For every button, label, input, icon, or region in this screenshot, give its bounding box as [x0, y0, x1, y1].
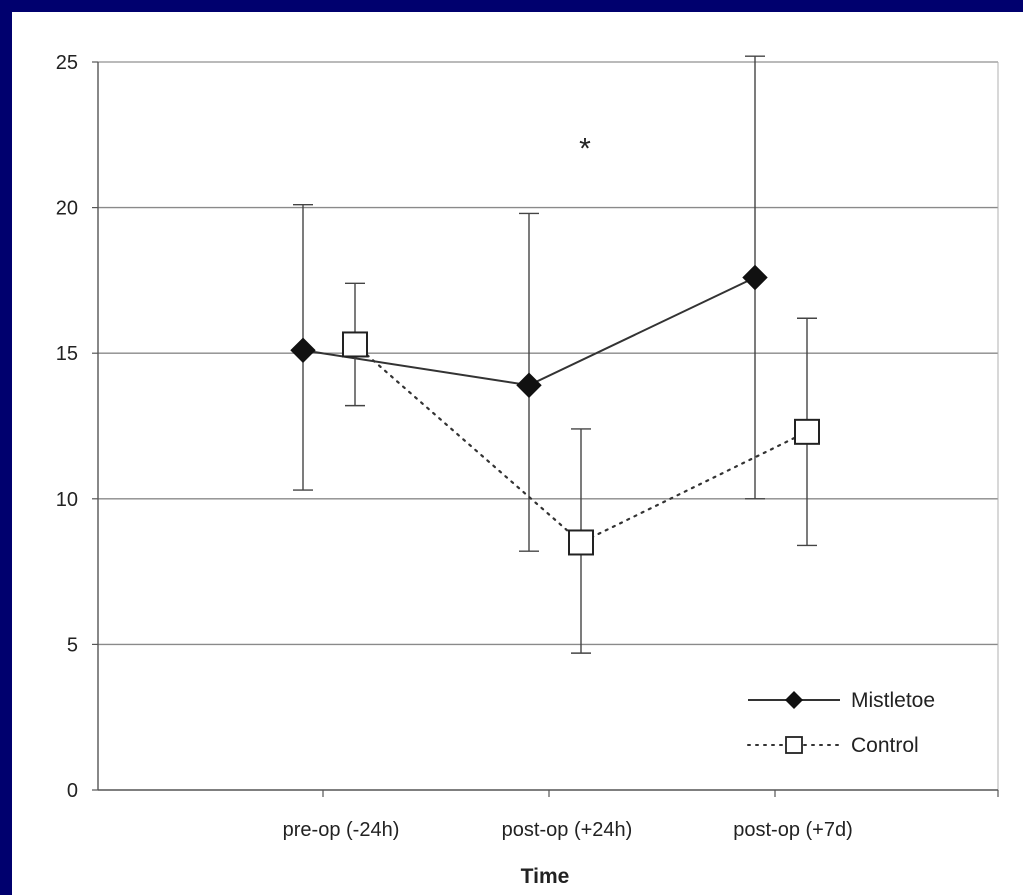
- data-point: [742, 264, 768, 291]
- series: [290, 55, 820, 654]
- legend: Mistletoe Control: [747, 689, 935, 757]
- data-point: [516, 372, 542, 398]
- legend-label: Control: [851, 734, 919, 757]
- data-point: [290, 337, 316, 363]
- series-control: [342, 282, 820, 654]
- axes: [92, 61, 999, 797]
- data-point: [568, 529, 594, 556]
- x-tick-label: pre-op (-24h): [283, 819, 400, 841]
- legend-label: Mistletoe: [851, 689, 935, 712]
- significance-marker: *: [579, 133, 591, 166]
- series-mistletoe: [290, 55, 768, 552]
- x-tick-label: post-op (+24h): [502, 819, 633, 841]
- y-tick-label: 0: [67, 780, 78, 802]
- data-point: [342, 331, 368, 358]
- legend-item-mistletoe: Mistletoe: [748, 689, 935, 712]
- data-point: [794, 418, 820, 445]
- y-tick-label: 10: [56, 489, 78, 511]
- y-tick-label: 5: [67, 634, 78, 656]
- legend-marker: [785, 736, 803, 754]
- legend-item-control: Control: [747, 734, 919, 757]
- legend-marker: [785, 691, 803, 709]
- x-axis-title: Time: [521, 865, 570, 888]
- gridlines: [98, 61, 998, 646]
- chart-panel: [12, 12, 1023, 895]
- y-tick-label: 20: [56, 198, 78, 220]
- y-tick-label: 25: [56, 52, 78, 74]
- x-tick-label: post-op (+7d): [733, 819, 853, 841]
- y-tick-label: 15: [56, 343, 78, 365]
- labels: Time 0 5 10 15 20 25 pre-op (-24h) post-op (+24…: [56, 52, 853, 888]
